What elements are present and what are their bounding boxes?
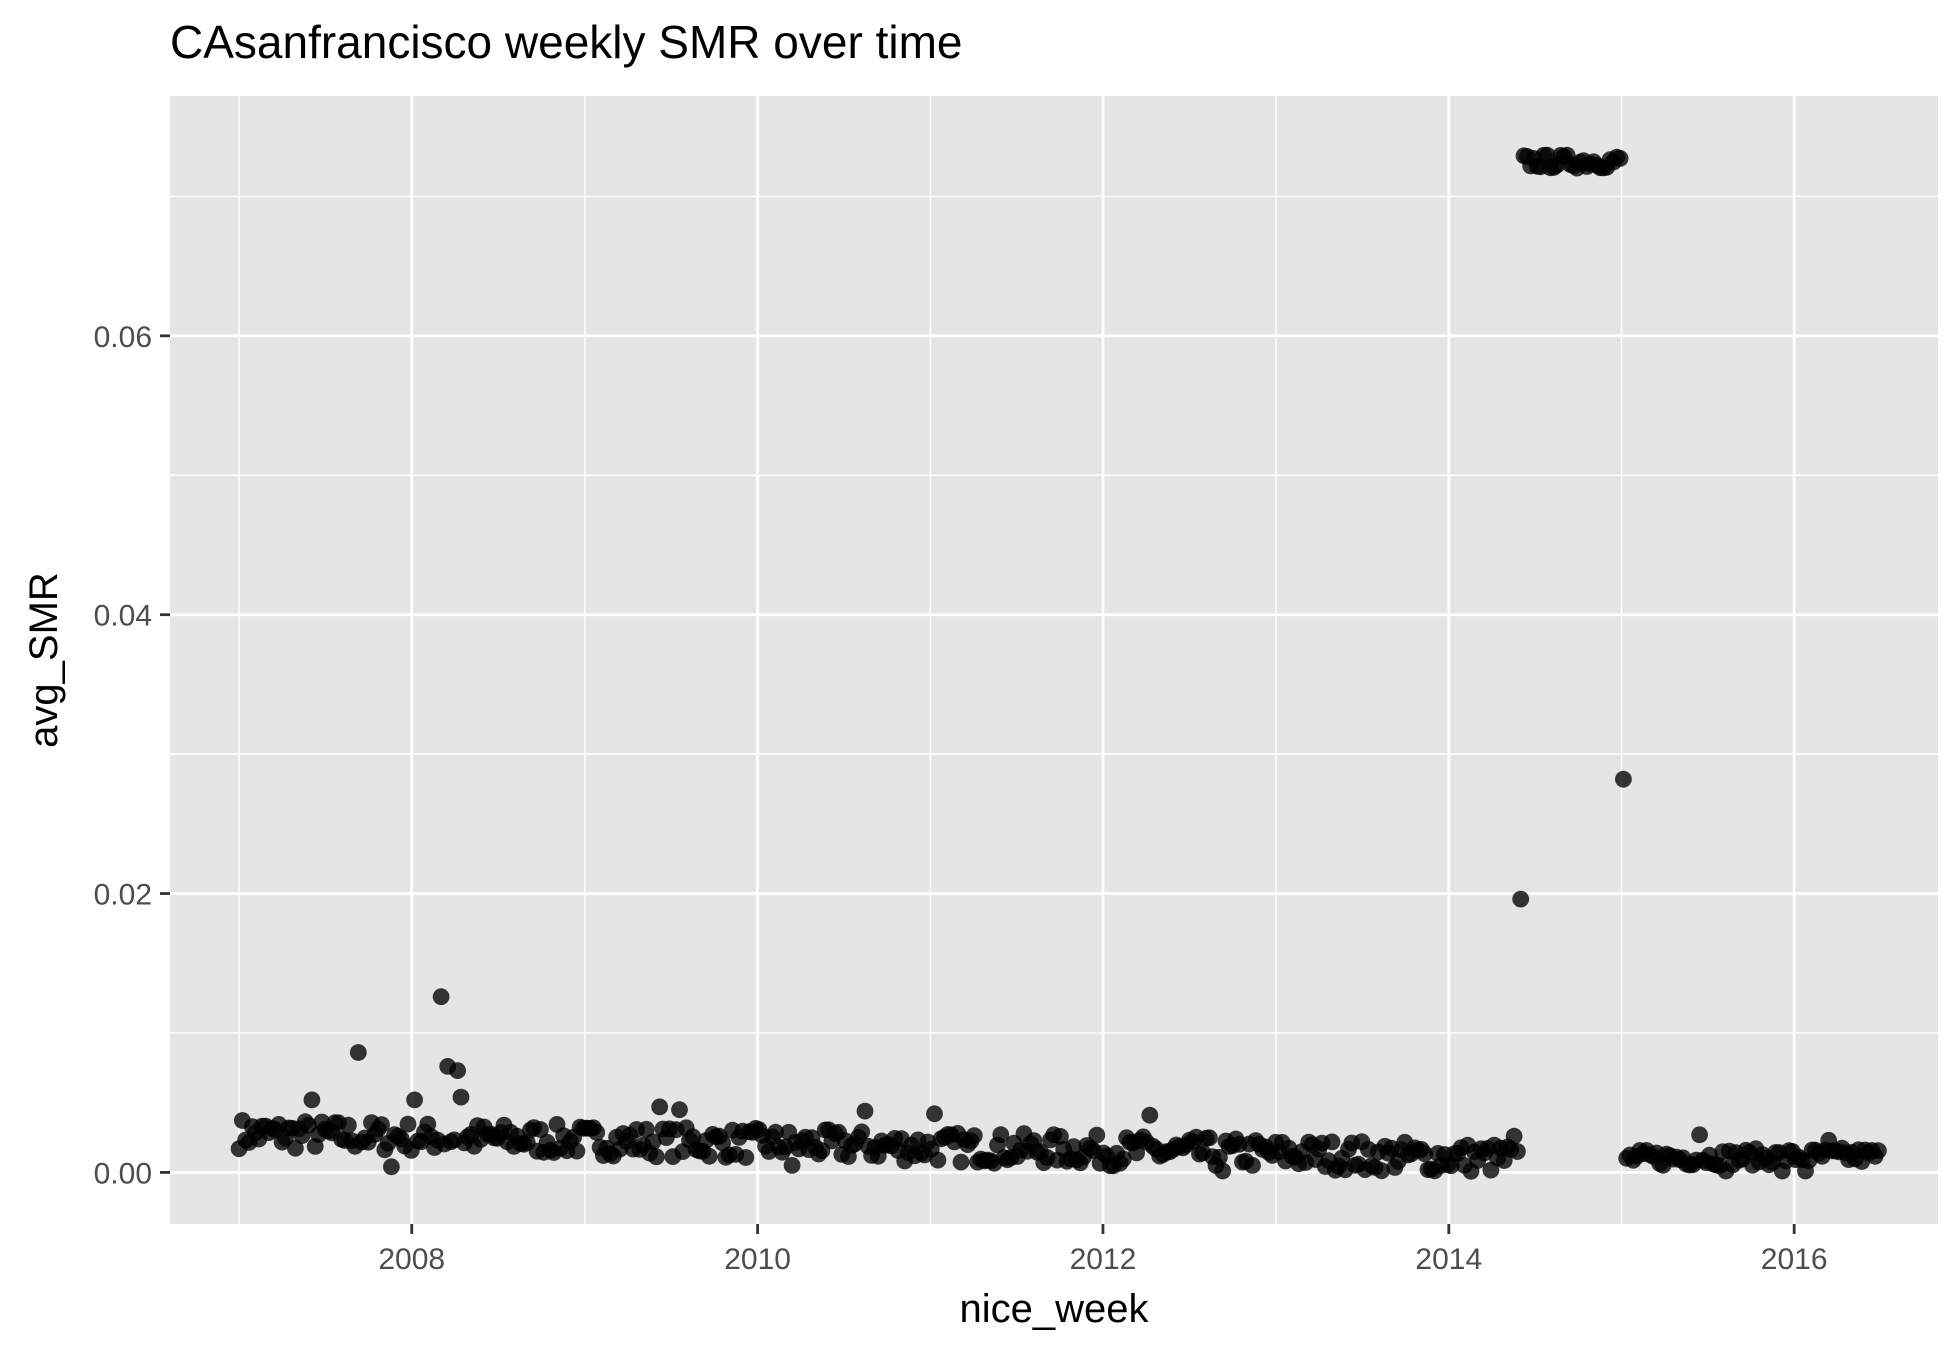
data-point	[532, 1121, 549, 1138]
data-point	[1065, 1138, 1082, 1155]
x-tick-label: 2014	[1415, 1243, 1482, 1276]
data-point	[432, 988, 450, 1006]
data-point	[929, 1151, 947, 1169]
data-point	[399, 1115, 417, 1133]
data-point	[1373, 1162, 1390, 1180]
data-point	[856, 1102, 874, 1120]
data-point	[684, 1128, 702, 1146]
x-axis-title: nice_week	[959, 1287, 1149, 1331]
data-point	[651, 1098, 669, 1116]
data-point	[1512, 890, 1530, 908]
data-point	[644, 1133, 662, 1151]
y-tick-label: 0.04	[94, 600, 152, 633]
y-axis: 0.00 0.02 0.04 0.06	[94, 321, 170, 1190]
x-tick-label: 2016	[1761, 1243, 1828, 1276]
data-point	[1691, 1126, 1708, 1144]
data-point	[449, 1062, 466, 1079]
data-point	[1214, 1162, 1232, 1180]
data-point	[340, 1116, 357, 1134]
data-point	[1820, 1131, 1838, 1149]
data-point	[452, 1088, 470, 1106]
x-axis: 2008 2010 2012 2014 2016	[378, 1224, 1828, 1276]
data-point	[1611, 150, 1629, 167]
data-point	[1244, 1157, 1261, 1174]
x-tick-label: 2012	[1070, 1243, 1137, 1276]
data-point	[1201, 1129, 1218, 1147]
x-tick-label: 2010	[724, 1243, 791, 1276]
y-axis-title: avg_SMR	[22, 572, 66, 748]
data-point	[1419, 1161, 1437, 1178]
data-point	[1505, 1127, 1523, 1145]
data-point	[588, 1124, 606, 1141]
data-point	[992, 1126, 1010, 1144]
data-point	[406, 1091, 423, 1109]
data-point	[1141, 1106, 1159, 1124]
data-point	[1509, 1143, 1526, 1160]
data-point	[1128, 1144, 1145, 1162]
data-point	[737, 1149, 755, 1166]
data-point	[287, 1139, 304, 1157]
data-point	[648, 1148, 665, 1166]
x-tick-label: 2008	[378, 1243, 445, 1276]
data-point	[783, 1157, 801, 1174]
data-point	[1211, 1149, 1228, 1166]
data-point	[1797, 1162, 1814, 1180]
data-point	[1114, 1150, 1132, 1168]
chart-title: CAsanfrancisco weekly SMR over time	[170, 16, 962, 68]
data-point	[1870, 1142, 1887, 1160]
data-point	[1615, 770, 1632, 788]
data-point	[419, 1115, 437, 1133]
grid-minor	[170, 96, 1938, 1224]
data-point	[568, 1142, 586, 1160]
data-point	[767, 1123, 784, 1141]
data-point	[1773, 1162, 1791, 1180]
grid-major	[170, 96, 1938, 1224]
data-point	[303, 1091, 321, 1109]
plot-panel	[170, 96, 1938, 1224]
data-point	[1052, 1128, 1069, 1145]
data-point	[1416, 1145, 1434, 1163]
data-point	[1356, 1161, 1374, 1178]
data-point	[1088, 1126, 1106, 1144]
data-point	[349, 1044, 367, 1061]
data-point	[383, 1158, 400, 1176]
data-point	[671, 1101, 688, 1119]
data-point	[965, 1127, 983, 1144]
data-point	[700, 1147, 718, 1165]
data-point	[1717, 1162, 1735, 1180]
data-point	[853, 1123, 871, 1141]
y-tick-label: 0.06	[94, 321, 152, 354]
data-point	[1323, 1133, 1341, 1151]
data-point	[373, 1116, 390, 1133]
data-point	[638, 1120, 655, 1138]
data-point	[926, 1105, 943, 1123]
data-point	[952, 1153, 970, 1171]
y-tick-label: 0.02	[94, 879, 152, 912]
y-tick-label: 0.00	[94, 1157, 152, 1190]
data-points	[230, 146, 1887, 1180]
